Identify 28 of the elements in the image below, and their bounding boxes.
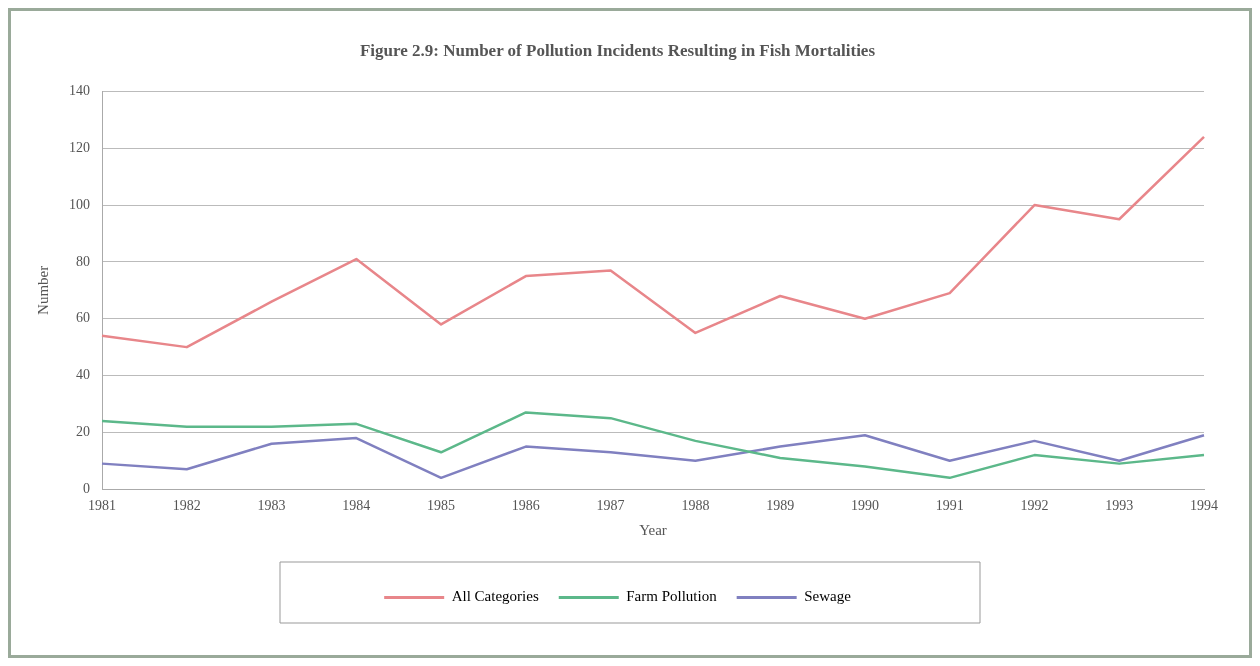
x-tick-label: 1988 [681,498,710,514]
x-tick-label: 1987 [596,498,625,514]
x-tick-label: 1993 [1105,498,1134,514]
y-tick-label: 20 [76,424,90,440]
y-tick-label: 100 [69,196,90,212]
x-tick-label: 1994 [1190,498,1218,514]
y-tick-label: 0 [83,480,90,496]
x-tick-label: 1985 [427,498,456,514]
y-tick-label: 120 [69,139,90,155]
x-axis-title: Year [639,521,667,538]
x-tick-label: 1981 [88,498,116,514]
legend-label: Sewage [804,588,852,605]
y-tick-label: 60 [76,310,90,326]
chart-title: Figure 2.9: Number of Pollution Incidents Resulting in Fish Mortalities [359,40,876,60]
x-tick-label: 1984 [342,498,371,514]
y-tick-label: 140 [69,83,90,99]
x-tick-label: 1991 [935,498,964,514]
y-axis-title: Number [34,265,51,315]
x-tick-label: 1989 [766,498,795,514]
x-tick-label: 1983 [257,498,286,514]
legend-label: All Categories [451,588,539,605]
x-tick-label: 1986 [511,498,540,514]
x-tick-label: 1990 [850,498,879,514]
x-tick-label: 1992 [1020,498,1049,514]
x-tick-label: 1982 [172,498,201,514]
y-tick-label: 80 [76,253,90,269]
y-tick-label: 40 [76,367,90,383]
legend-label: Farm Pollution [626,588,718,605]
